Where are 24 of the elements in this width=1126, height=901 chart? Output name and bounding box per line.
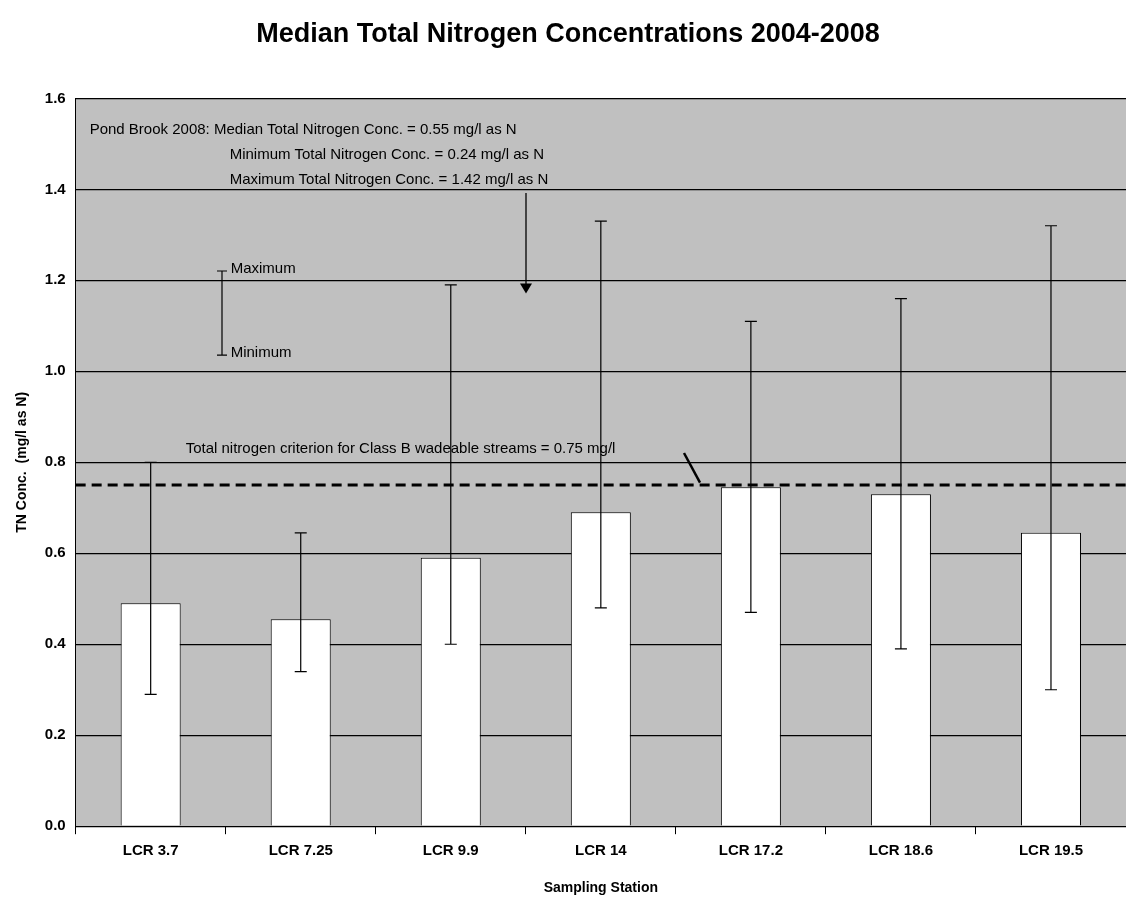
y-axis-title: TN Conc. (mg/l as N) — [13, 391, 30, 533]
y-tick-label: 1.4 — [44, 179, 67, 197]
chart-title: Median Total Nitrogen Concentrations 2004-2008 — [256, 17, 880, 48]
x-tick-label: LCR 3.7 — [122, 841, 179, 859]
x-tick-label: LCR 9.9 — [422, 841, 479, 859]
annotation: Maximum Total Nitrogen Conc. = 1.42 mg/l as N — [229, 170, 549, 188]
y-tick-label: 0.8 — [44, 452, 66, 470]
y-tick-label: 0.6 — [44, 543, 66, 561]
annotation: Maximum — [230, 259, 296, 277]
annotation: Minimum Total Nitrogen Conc. = 0.24 mg/l as N — [229, 145, 545, 163]
x-tick-label: LCR 7.25 — [268, 841, 333, 859]
y-tick-label: 1.6 — [44, 88, 66, 106]
x-tick-label: LCR 19.5 — [1018, 841, 1084, 859]
y-tick-label: 0.0 — [44, 816, 66, 834]
x-axis-title: Sampling Station — [543, 879, 658, 896]
annotation: Pond Brook 2008: Median Total Nitrogen Conc. = 0.55 mg/l as N — [89, 120, 517, 138]
y-tick-label: 1.0 — [44, 361, 66, 379]
y-tick-label: 0.2 — [44, 725, 66, 743]
x-tick-label: LCR 17.2 — [718, 841, 783, 859]
x-tick-label: LCR 14 — [574, 841, 628, 859]
x-tick-label: LCR 18.6 — [868, 841, 934, 859]
annotation: Minimum — [230, 343, 292, 361]
y-tick-label: 0.4 — [44, 634, 67, 652]
y-tick-label: 1.2 — [44, 270, 66, 288]
